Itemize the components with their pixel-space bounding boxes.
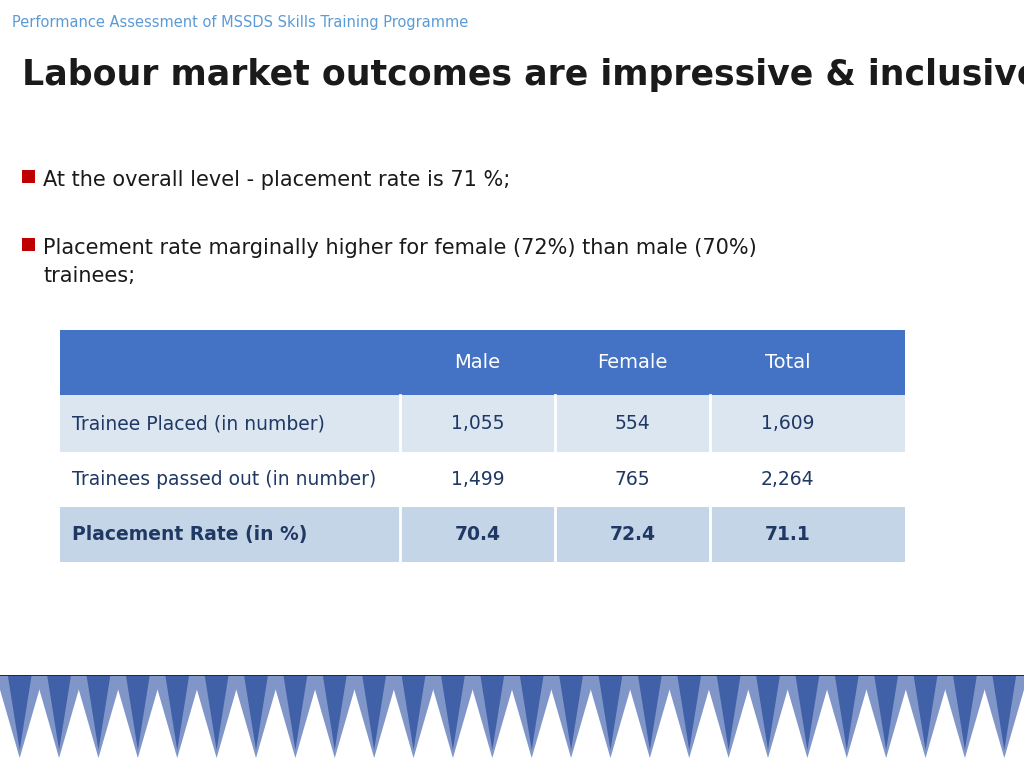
Polygon shape — [744, 676, 792, 758]
Polygon shape — [666, 676, 713, 758]
Text: Placement Rate (in %): Placement Rate (in %) — [72, 525, 307, 544]
Text: 71.1: 71.1 — [765, 525, 810, 544]
Polygon shape — [126, 676, 150, 750]
Polygon shape — [441, 676, 465, 750]
Bar — [22, 238, 35, 251]
Text: 1,055: 1,055 — [451, 414, 504, 433]
Polygon shape — [835, 676, 858, 750]
Polygon shape — [115, 676, 162, 758]
Polygon shape — [193, 676, 241, 758]
Polygon shape — [154, 676, 201, 758]
Polygon shape — [0, 676, 43, 758]
Text: Trainee Placed (in number): Trainee Placed (in number) — [72, 414, 325, 433]
Text: 1,609: 1,609 — [761, 414, 814, 433]
Polygon shape — [992, 676, 1016, 750]
Polygon shape — [627, 676, 674, 758]
Polygon shape — [244, 676, 268, 750]
Bar — [22, 170, 35, 183]
Polygon shape — [36, 676, 83, 758]
Polygon shape — [390, 676, 437, 758]
Polygon shape — [166, 676, 189, 750]
Polygon shape — [47, 676, 71, 750]
Text: Placement rate marginally higher for female (72%) than male (70%)
trainees;: Placement rate marginally higher for fem… — [43, 238, 757, 286]
Polygon shape — [941, 676, 988, 758]
Text: At the overall level - placement rate is 71 %;: At the overall level - placement rate is… — [43, 170, 510, 190]
Polygon shape — [953, 676, 977, 750]
Text: Female: Female — [597, 353, 668, 372]
Polygon shape — [902, 676, 949, 758]
Polygon shape — [981, 676, 1024, 758]
Polygon shape — [783, 676, 831, 758]
Polygon shape — [559, 676, 583, 750]
Polygon shape — [271, 676, 319, 758]
Text: 70.4: 70.4 — [455, 525, 501, 544]
Polygon shape — [678, 676, 701, 750]
Polygon shape — [862, 676, 909, 758]
Polygon shape — [587, 676, 634, 758]
Polygon shape — [284, 676, 307, 750]
Bar — [60, 452, 905, 507]
Polygon shape — [469, 676, 516, 758]
Polygon shape — [87, 676, 111, 750]
Text: Labour market outcomes are impressive & inclusive: Labour market outcomes are impressive & … — [22, 58, 1024, 92]
Polygon shape — [638, 676, 662, 750]
Polygon shape — [705, 676, 753, 758]
Bar — [60, 330, 905, 395]
Polygon shape — [508, 676, 555, 758]
Polygon shape — [796, 676, 819, 750]
Text: Total: Total — [765, 353, 810, 372]
Polygon shape — [205, 676, 228, 750]
Bar — [60, 507, 905, 562]
Polygon shape — [362, 676, 386, 750]
Text: 2,264: 2,264 — [761, 470, 814, 489]
Polygon shape — [8, 676, 32, 750]
Polygon shape — [401, 676, 425, 750]
Polygon shape — [874, 676, 898, 750]
Text: 72.4: 72.4 — [609, 525, 655, 544]
Polygon shape — [311, 676, 358, 758]
Text: 554: 554 — [614, 414, 650, 433]
Polygon shape — [323, 676, 346, 750]
Polygon shape — [480, 676, 504, 750]
Polygon shape — [520, 676, 544, 750]
Polygon shape — [823, 676, 870, 758]
Bar — [60, 395, 905, 452]
Polygon shape — [232, 676, 280, 758]
Text: Male: Male — [455, 353, 501, 372]
Text: Trainees passed out (in number): Trainees passed out (in number) — [72, 470, 376, 489]
Polygon shape — [350, 676, 397, 758]
Polygon shape — [717, 676, 740, 750]
Text: Performance Assessment of MSSDS Skills Training Programme: Performance Assessment of MSSDS Skills T… — [12, 15, 468, 30]
Polygon shape — [756, 676, 780, 750]
Polygon shape — [599, 676, 623, 750]
Text: 1,499: 1,499 — [451, 470, 504, 489]
Polygon shape — [548, 676, 595, 758]
Polygon shape — [75, 676, 122, 758]
Polygon shape — [913, 676, 937, 750]
Polygon shape — [429, 676, 476, 758]
Text: 765: 765 — [614, 470, 650, 489]
